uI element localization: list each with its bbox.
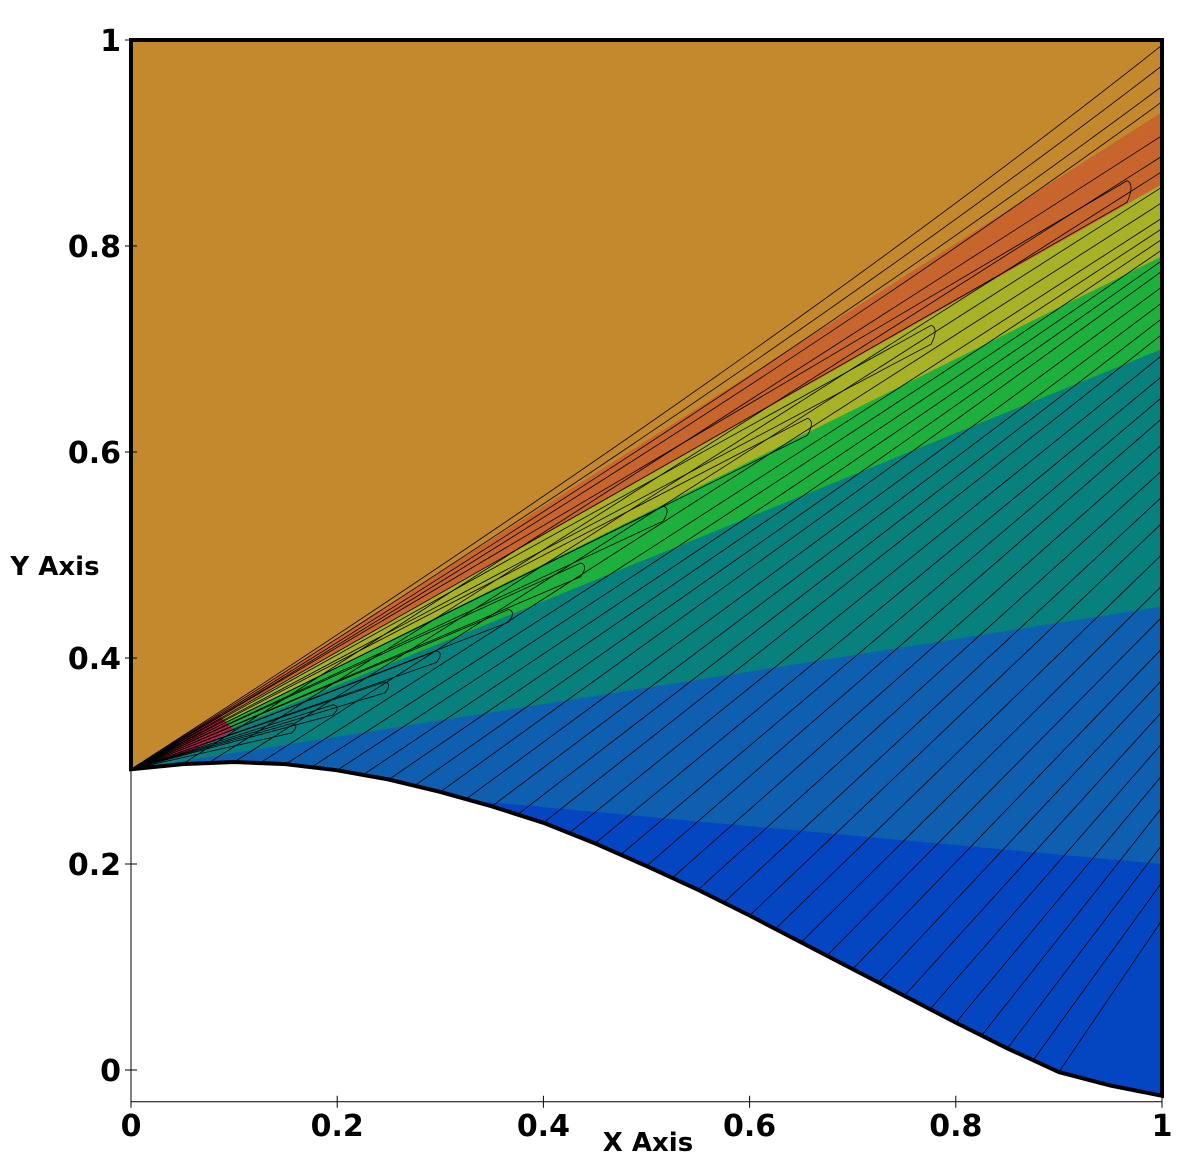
contour-lines [131,44,1162,1073]
wall-contour-line [568,338,1162,834]
x-axis-title: X Axis [603,1128,693,1156]
axes: 0 0.2 0.4 0.6 0.8 1 0 0.2 0.4 0.6 0.8 1 [68,24,1173,1144]
wall-contour-line [723,477,1162,903]
wall-contour-line [1007,817,1162,1049]
wall-contour-line [594,358,1162,844]
shock-loop-line [131,417,812,770]
outer-contour-line [131,86,1162,770]
wall-contour-line [311,204,1162,768]
wall-contour-line [182,122,1162,765]
outer-contour-line [131,101,1162,770]
wall-contour-line [800,565,1162,943]
wall-contour-line [1032,853,1162,1061]
wall-contour-line [878,657,1162,983]
shock-loop-line [131,650,441,770]
wall-contour-line [620,379,1162,856]
wall-contour-line [1058,889,1162,1073]
y-tick-label: 0.6 [68,436,121,471]
shock-loop-line [131,562,586,770]
wall-contour-line [697,451,1162,891]
wall-contour-line [929,719,1162,1010]
domain-outline [129,38,1164,1099]
x-tick-label: 1 [1152,1109,1173,1144]
outer-contour-line [131,65,1162,770]
band-peak [131,79,1162,770]
wall-contour-line [259,173,1162,764]
band-yellow [131,154,1162,770]
wall-contour-line [775,534,1162,930]
wall-contour-line [362,225,1162,776]
x-tick-label: 0.6 [723,1109,776,1144]
wall-contour-line [852,626,1162,970]
wall-contour-line [903,688,1162,997]
wall-contour-line [955,750,1162,1023]
y-tick-label: 0.8 [68,230,121,265]
band-deep-blue [131,769,1162,1096]
shock-loop-line [131,722,297,770]
x-tick-label: 0.2 [311,1109,364,1144]
wall-contour-line [388,235,1162,780]
y-tick-label: 0.2 [68,848,121,883]
wall-contour-line [336,214,1162,771]
wall-contour-line [826,595,1162,956]
x-tick-label: 0 [121,1109,142,1144]
wall-contour-line [517,302,1162,815]
y-tick-label: 0.4 [68,642,121,677]
outer-contour-line [131,44,1162,770]
y-tick-label: 0 [100,1054,121,1089]
wall-contour-line [672,425,1162,879]
band-freestream [131,40,1162,770]
wall-contour-line [465,271,1162,800]
shock-loop-line [131,704,338,770]
wall-contour-line [749,503,1162,916]
y-axis-title: Y Axis [9,552,99,582]
y-tick-label: 1 [100,24,121,59]
shock-loop-line [131,609,513,770]
wall-contour-line [981,781,1162,1036]
shock-loop-line [131,681,390,770]
wall-contour-line [414,245,1162,787]
wall-contour-line [440,255,1162,793]
wall-contour-line [285,189,1162,765]
wall-contour-line [208,142,1162,764]
band-blue [131,598,1162,921]
wall-contour-line [646,400,1162,867]
shock-loop-line [131,505,668,770]
wall-contour-line [543,317,1162,824]
wall-contour-line [491,286,1162,807]
shock-loop-line [131,180,1132,770]
color-bands [131,40,1162,1096]
wall-contour-line [233,158,1162,763]
x-tick-label: 0.4 [517,1109,570,1144]
x-tick-label: 0.8 [929,1109,982,1144]
